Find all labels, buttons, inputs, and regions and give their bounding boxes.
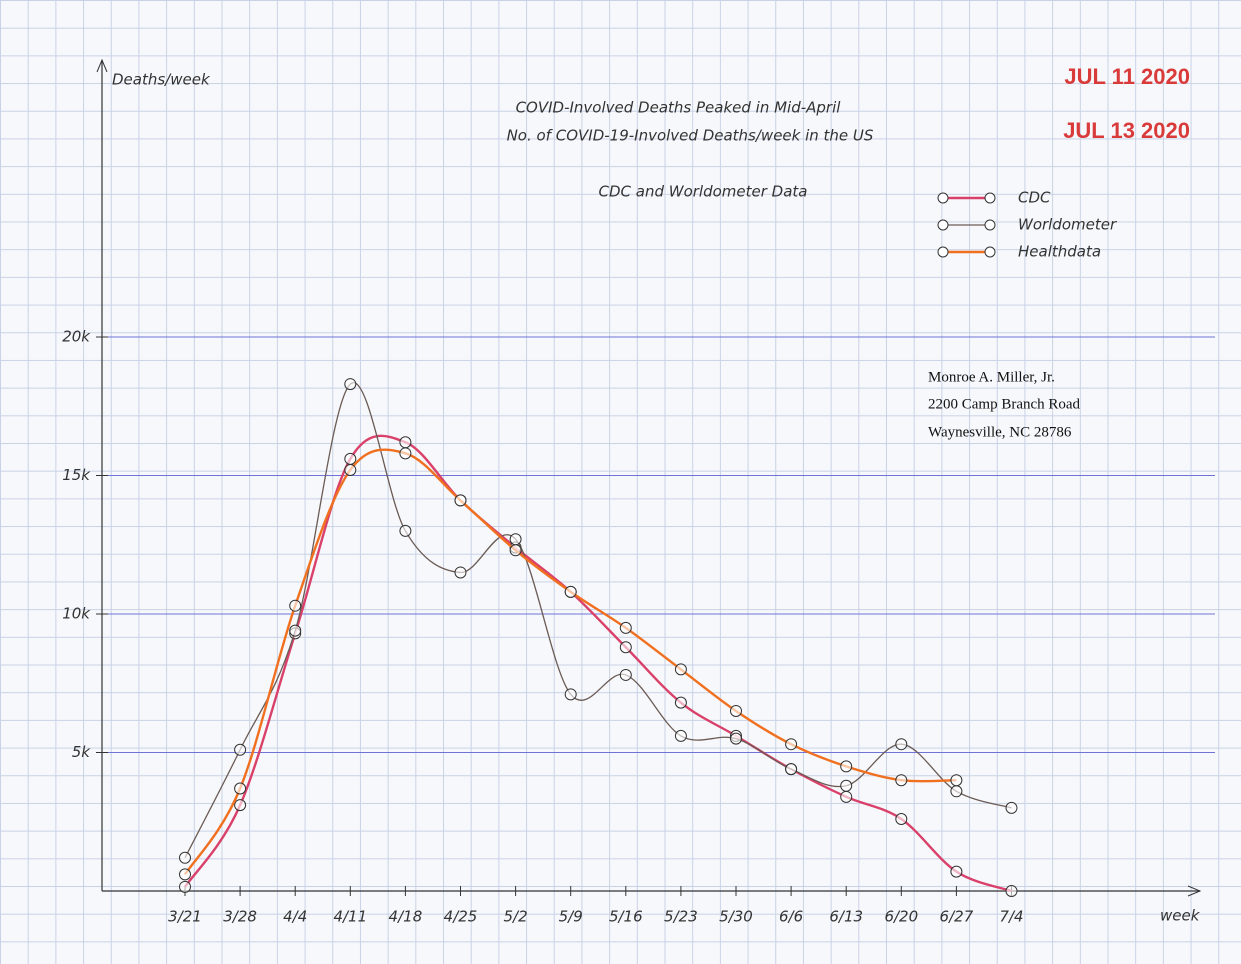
data-point [786, 764, 797, 775]
legend-marker [985, 193, 995, 203]
data-point [235, 783, 246, 794]
data-point [235, 744, 246, 755]
x-tick-label: 6/20 [884, 908, 918, 926]
legend-marker [938, 247, 948, 257]
y-axis-label: Deaths/week [112, 71, 211, 89]
data-point [180, 869, 191, 880]
x-tick-label: 7/4 [999, 908, 1023, 926]
data-point [896, 813, 907, 824]
x-tick-label: 6/13 [829, 908, 863, 926]
stamp: JUL 13 2020 [1063, 118, 1190, 143]
series-line [185, 450, 956, 875]
y-tick-label: 20k [62, 328, 91, 346]
data-point [620, 642, 631, 653]
data-point [675, 697, 686, 708]
x-tick-label: 4/4 [283, 908, 307, 926]
data-point [951, 775, 962, 786]
data-point [400, 437, 411, 448]
data-point [345, 464, 356, 475]
data-point [180, 852, 191, 863]
legend-marker [985, 220, 995, 230]
data-point [455, 495, 466, 506]
data-point [290, 625, 301, 636]
chart-subtitle: No. of COVID-19-Involved Deaths/week in … [507, 127, 874, 145]
data-point [951, 786, 962, 797]
y-tick-label: 10k [62, 605, 91, 623]
address-line: 2200 Camp Branch Road [928, 396, 1081, 412]
legend-marker [938, 193, 948, 203]
x-tick-label: 6/6 [779, 908, 803, 926]
data-point [675, 664, 686, 675]
legend-label: Worldometer [1018, 216, 1117, 234]
x-axis-label: week [1160, 907, 1201, 925]
legend-marker [985, 247, 995, 257]
chart-title: COVID-Involved Deaths Peaked in Mid-Apri… [516, 99, 842, 117]
address-line: Monroe A. Miller, Jr. [928, 369, 1055, 385]
data-point [345, 453, 356, 464]
legend-marker [938, 220, 948, 230]
data-point [675, 730, 686, 741]
data-point [1006, 886, 1017, 897]
x-tick-label: 4/18 [389, 908, 423, 926]
y-tick-label: 5k [72, 743, 92, 761]
legend-label: Healthdata [1018, 243, 1101, 261]
data-point [565, 586, 576, 597]
data-point [841, 791, 852, 802]
data-point [290, 600, 301, 611]
x-tick-label: 5/23 [664, 908, 698, 926]
x-tick-label: 5/16 [609, 908, 643, 926]
data-point [400, 448, 411, 459]
y-tick-label: 15k [62, 466, 91, 484]
data-point [731, 705, 742, 716]
x-tick-label: 6/27 [940, 908, 974, 926]
data-point [841, 761, 852, 772]
data-point [620, 622, 631, 633]
address-line: Waynesville, NC 28786 [928, 424, 1072, 440]
data-point [786, 739, 797, 750]
data-point [896, 775, 907, 786]
data-point [565, 689, 576, 700]
data-point [951, 866, 962, 877]
x-tick-label: 5/30 [719, 908, 753, 926]
x-tick-label: 3/28 [223, 908, 257, 926]
stamp: JUL 11 2020 [1064, 64, 1190, 89]
data-point [235, 800, 246, 811]
data-point [455, 567, 466, 578]
data-point [510, 545, 521, 556]
data-point [731, 733, 742, 744]
data-point [620, 669, 631, 680]
chart-note: CDC and Worldometer Data [599, 183, 808, 201]
x-tick-label: 5/9 [559, 908, 583, 926]
data-point [400, 525, 411, 536]
x-tick-label: 3/21 [168, 908, 202, 926]
data-point [345, 379, 356, 390]
data-point [896, 739, 907, 750]
x-tick-label: 4/11 [333, 908, 367, 926]
chart: Deaths/week COVID-Involved Deaths Peaked… [0, 0, 1241, 964]
x-tick-label: 4/25 [444, 908, 478, 926]
series-line [185, 436, 1012, 891]
data-point [180, 881, 191, 892]
data-point [1006, 802, 1017, 813]
x-tick-label: 5/2 [504, 908, 528, 926]
data-point [841, 780, 852, 791]
data-point [510, 534, 521, 545]
legend-label: CDC [1018, 189, 1051, 207]
